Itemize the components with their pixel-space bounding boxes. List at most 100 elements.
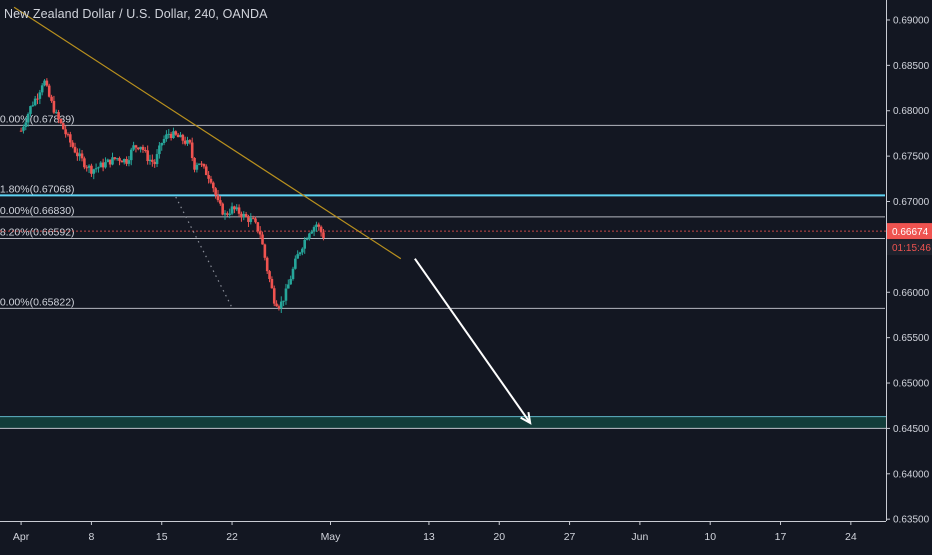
candle-body <box>233 206 236 210</box>
candle-body <box>223 213 227 215</box>
candle-body <box>153 161 156 165</box>
candle-body <box>71 142 74 147</box>
time-axis-label: 22 <box>226 531 238 543</box>
candle-body <box>38 92 42 99</box>
candle-body <box>54 112 58 114</box>
candle-body <box>158 145 161 155</box>
candle-body <box>282 300 285 302</box>
candle-body <box>301 248 304 253</box>
candle-body <box>197 163 201 165</box>
candle-body <box>122 158 126 163</box>
candle-body <box>174 131 178 135</box>
price-axis-label: 0.63500 <box>893 515 930 526</box>
candle-body <box>129 149 133 161</box>
fib-level-label: 0.00%(0.65822) <box>0 296 75 308</box>
candle-body <box>219 200 222 204</box>
candle-body <box>132 145 135 150</box>
candle-body <box>52 100 56 113</box>
price-axis-label: 0.65000 <box>893 379 930 390</box>
time-axis-label: May <box>321 531 342 543</box>
candle-body <box>183 140 187 144</box>
candle-body <box>66 134 70 136</box>
candle-body <box>228 213 232 215</box>
candle-body <box>209 178 213 183</box>
candle-body <box>296 254 299 259</box>
price-axis-label: 0.67000 <box>893 197 930 208</box>
fib-level-label: 100.00%(0.67839) <box>0 113 75 125</box>
candle-body <box>181 134 185 141</box>
candle-body <box>115 158 119 160</box>
time-axis-label: Jun <box>631 531 648 543</box>
candle-body <box>242 214 246 218</box>
candle-body <box>97 167 100 169</box>
candle-body <box>59 118 63 124</box>
candle-body <box>69 134 72 143</box>
candle-body <box>230 206 234 214</box>
candle-body <box>263 244 267 258</box>
candle-body <box>254 218 257 223</box>
candles <box>19 78 325 313</box>
candle-body <box>216 195 220 201</box>
candle-body <box>226 213 229 215</box>
candle-body <box>176 134 180 138</box>
candle-body <box>22 126 25 131</box>
candle-body <box>261 234 264 245</box>
candle-body <box>113 157 117 159</box>
candle-body <box>167 133 171 135</box>
candle-body <box>134 145 138 148</box>
candle-body <box>279 301 283 309</box>
price-axis-label: 0.65500 <box>893 333 930 344</box>
price-axis-label: 0.66000 <box>893 288 930 299</box>
candle-body <box>76 152 79 157</box>
candle-body <box>319 226 323 233</box>
candle-body <box>294 258 297 269</box>
current-price-label: 0.66674 <box>892 227 929 238</box>
candle-body <box>211 182 215 189</box>
countdown-label: 01:15:46 <box>892 243 931 254</box>
time-axis-label: 10 <box>704 531 716 543</box>
trendline <box>13 6 402 260</box>
candle-body <box>33 98 37 106</box>
candle-body <box>165 134 168 140</box>
candle-body <box>195 164 199 170</box>
candle-body <box>308 233 311 239</box>
candle-body <box>200 163 203 165</box>
projection-arrow-head <box>520 411 532 425</box>
price-axis-label: 0.68000 <box>893 106 930 117</box>
candle-body <box>247 216 250 222</box>
candle-body <box>179 134 182 138</box>
candle-body <box>186 140 189 144</box>
candle-body <box>221 203 224 215</box>
candle-body <box>148 159 152 162</box>
candle-body <box>237 207 241 214</box>
candle-body <box>240 213 243 218</box>
candle-body <box>151 159 154 162</box>
candle-body <box>144 149 147 151</box>
fib-level-label: 38.20%(0.66592) <box>0 227 75 239</box>
candle-body <box>26 113 30 123</box>
candle-body <box>235 207 239 210</box>
time-axis-label: 27 <box>564 531 576 543</box>
candle-body <box>272 288 276 304</box>
candle-body <box>127 160 131 164</box>
time-axis-label: 13 <box>423 531 435 543</box>
candle-body <box>99 162 103 168</box>
candle-body <box>31 105 35 107</box>
candle-body <box>90 165 93 174</box>
candle-body <box>125 158 128 164</box>
candle-body <box>78 153 81 157</box>
candle-body <box>108 159 112 165</box>
candle-body <box>146 150 149 162</box>
candle-body <box>111 157 114 165</box>
price-axis-label: 0.64000 <box>893 469 930 480</box>
candle-body <box>94 168 98 170</box>
candle-body <box>120 160 124 163</box>
candle-body <box>190 142 194 159</box>
candle-body <box>207 175 210 179</box>
candle-body <box>258 231 262 235</box>
time-axis-label: 24 <box>845 531 857 543</box>
fib-level-label: 61.80%(0.67068) <box>0 183 75 195</box>
time-axis-label: Apr <box>13 531 30 543</box>
